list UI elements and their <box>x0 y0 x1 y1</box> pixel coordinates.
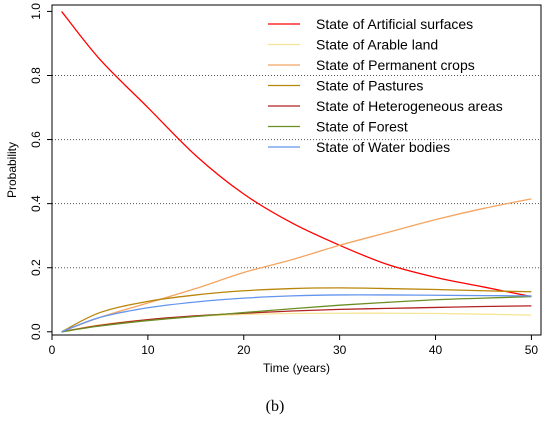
legend-label: State of Permanent crops <box>316 57 475 73</box>
legend-label: State of Heterogeneous areas <box>316 98 503 114</box>
legend-label: State of Artificial surfaces <box>316 16 473 32</box>
series-line <box>61 294 532 333</box>
x-tick-label: 0 <box>49 343 56 357</box>
y-axis: 0.0 0.2 0.4 0.6 0.8 1.0 <box>29 3 52 340</box>
x-tick-label: 10 <box>141 343 155 357</box>
x-axis: 0 10 20 30 40 50 <box>49 335 539 357</box>
y-tick-label: 0.0 <box>29 323 43 340</box>
series-line <box>61 295 532 333</box>
y-tick-label: 0.2 <box>29 259 43 276</box>
x-tick-label: 30 <box>333 343 347 357</box>
x-tick-label: 20 <box>237 343 251 357</box>
figure-caption: (b) <box>265 398 285 415</box>
y-tick-label: 0.4 <box>29 195 43 212</box>
x-tick-label: 40 <box>429 343 443 357</box>
series-line <box>61 198 532 333</box>
plot-frame <box>51 4 542 336</box>
x-tick-label: 50 <box>525 343 539 357</box>
y-tick-label: 1.0 <box>29 3 43 20</box>
series-line <box>61 11 532 298</box>
y-tick-label: 0.6 <box>29 131 43 148</box>
legend-label: State of Arable land <box>316 37 438 53</box>
legend: State of Artificial surfaces State of Ara… <box>268 16 503 155</box>
legend-label: State of Forest <box>316 119 408 135</box>
line-chart: 0 10 20 30 40 50 0.0 0.2 0.4 0.6 0.8 1.0 Time (yea… <box>5 3 542 375</box>
series-line <box>61 287 532 333</box>
grid-lines <box>52 74 541 269</box>
legend-label: State of Water bodies <box>316 139 450 155</box>
y-tick-label: 0.8 <box>29 67 43 84</box>
legend-label: State of Pastures <box>316 78 423 94</box>
y-axis-title: Probability <box>5 142 19 198</box>
series-line <box>61 305 532 333</box>
series-lines <box>61 11 532 333</box>
x-axis-title: Time (years) <box>263 361 330 375</box>
